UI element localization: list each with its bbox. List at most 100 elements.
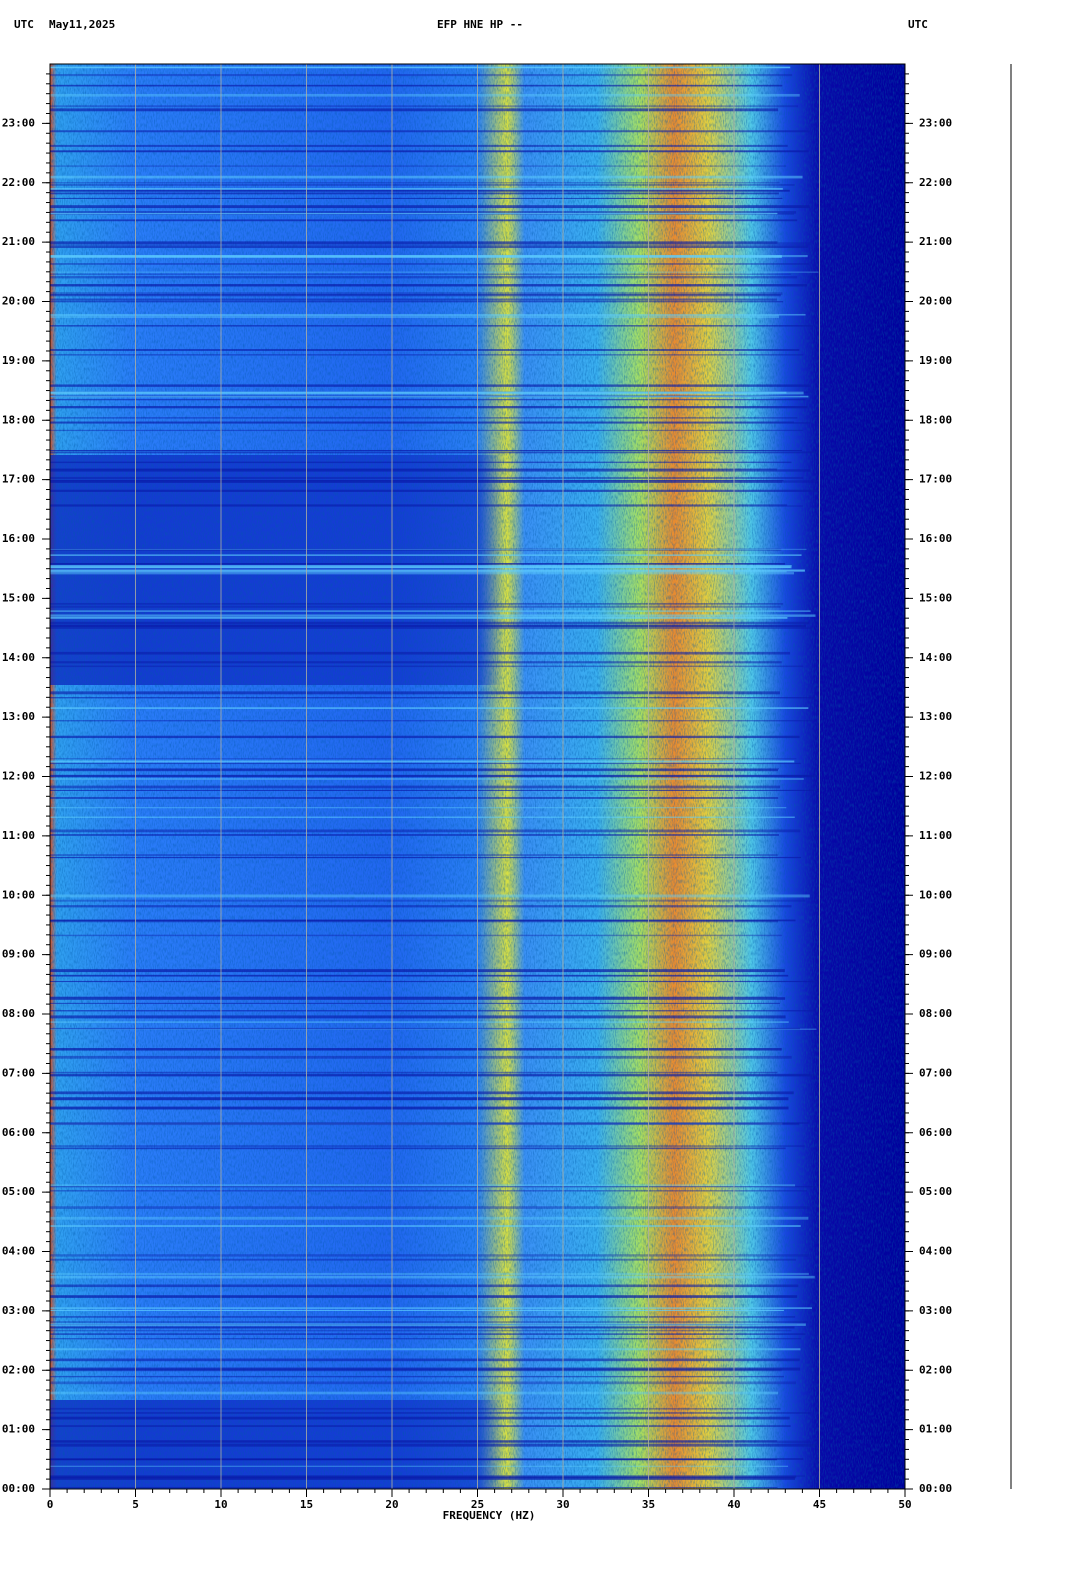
stripe [50,108,779,112]
y-tick-label-left: 13:00 [2,710,35,723]
stripe [50,395,809,398]
stripe [50,899,806,902]
y-tick-label-left: 17:00 [2,473,35,486]
y-tick-label-left: 14:00 [2,651,35,664]
stripe [50,762,801,765]
y-tick-label-right: 08:00 [919,1007,952,1020]
y-tick-label-left: 16:00 [2,532,35,545]
y-tick-label-left: 05:00 [2,1185,35,1198]
y-tick-label-right: 10:00 [919,888,952,901]
stripe [50,294,781,297]
stripe [50,284,807,287]
y-tick-label-right: 09:00 [919,948,952,961]
stripe [50,1465,789,1467]
stripe [50,197,783,199]
y-tick-label-left: 11:00 [2,829,35,842]
stripe [50,1071,778,1074]
stripe [50,569,805,572]
y-tick-label-left: 01:00 [2,1423,35,1436]
stripe [50,651,791,655]
x-tick-label: 35 [642,1498,655,1511]
stripe [50,1375,784,1378]
stripe [50,1316,796,1318]
stripe [50,406,808,409]
stripe [50,451,818,454]
stripe [50,205,811,209]
y-tick-label-right: 13:00 [919,710,952,723]
stripe [50,1321,808,1323]
stripe [50,1307,812,1309]
stripe [50,73,793,77]
stripe [50,665,804,668]
stripe [50,1358,800,1362]
stripe [50,760,795,763]
stripe [50,854,778,856]
stripe [50,1206,810,1209]
y-tick-label-right: 07:00 [919,1066,952,1079]
y-tick-label-right: 16:00 [919,532,952,545]
stripe [50,219,798,222]
stripe [50,834,779,836]
stripe [50,554,802,557]
stripe [50,1475,805,1477]
stripe [50,1272,809,1276]
x-tick-label: 10 [214,1498,227,1511]
y-tick-label-right: 23:00 [919,116,952,129]
stripe [50,1416,790,1420]
stripe [50,384,811,387]
stripe [50,1368,782,1372]
stripe [50,489,818,492]
stripe [50,271,819,273]
stripe [50,1309,784,1311]
y-tick-label-left: 04:00 [2,1245,35,1258]
x-tick-label: 45 [813,1498,826,1511]
right-label: UTC [908,18,928,31]
y-tick-label-right: 17:00 [919,473,952,486]
y-tick-label-right: 01:00 [919,1423,952,1436]
stripe [50,189,790,192]
stripe [50,617,788,619]
y-tick-label-left: 12:00 [2,770,35,783]
y-tick-label-right: 02:00 [919,1363,952,1376]
y-tick-label-right: 05:00 [919,1185,952,1198]
stripe [50,144,788,147]
stripe [50,1048,782,1051]
stripe [50,920,778,923]
stripe [50,1284,799,1288]
stripe [50,505,804,507]
stripe [50,621,809,625]
y-tick-label-left: 15:00 [2,591,35,604]
stripe [50,697,818,699]
y-tick-label-left: 23:00 [2,116,35,129]
stripe [50,565,792,569]
stripe [50,315,779,318]
y-tick-label-left: 18:00 [2,413,35,426]
stripe [50,1323,797,1326]
stripe [50,1329,792,1332]
stripe [50,1097,789,1101]
y-tick-label-right: 03:00 [919,1304,952,1317]
x-tick-label: 0 [47,1498,54,1511]
stripe [50,429,804,432]
y-tick-label-right: 20:00 [919,295,952,308]
x-tick-label: 5 [132,1498,139,1511]
stripe [50,398,806,401]
stripe [50,1326,795,1329]
stripe [50,1475,797,1479]
stripe [50,245,808,249]
date: May11,2025 [49,18,115,31]
x-tick-label: 40 [727,1498,740,1511]
stripe [50,1323,806,1326]
stripe [50,1476,796,1480]
y-tick-label-left: 00:00 [2,1482,35,1495]
stripe [50,572,795,575]
stripes [50,66,820,1489]
chart-title: EFP HNE HP -- [437,18,523,31]
stripe [50,894,810,898]
stripe [50,349,800,351]
stripe [50,1010,817,1012]
stripe [50,969,785,973]
stripe [50,1348,801,1351]
stripe [50,1225,801,1227]
stripe [50,816,795,818]
